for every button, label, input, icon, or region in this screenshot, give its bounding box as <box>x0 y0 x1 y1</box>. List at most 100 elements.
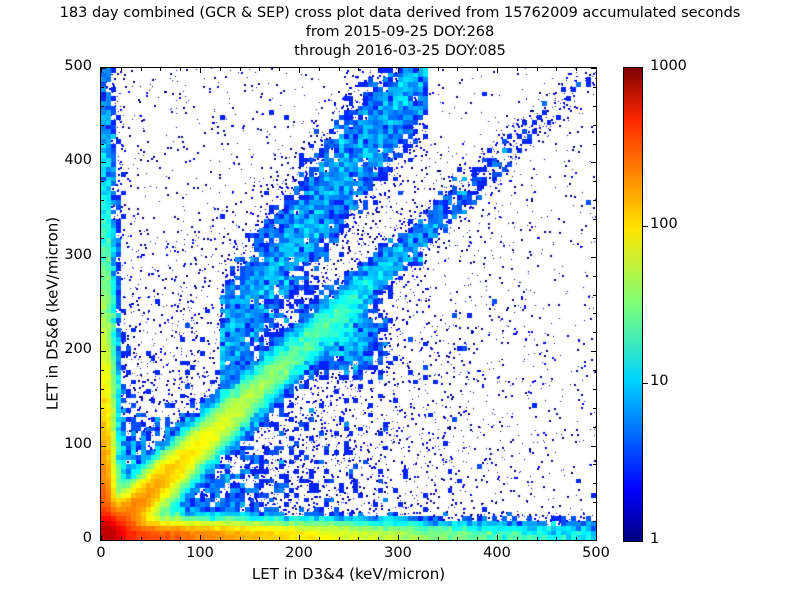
y-axis-minor-tick-right <box>593 464 596 465</box>
x-axis-minor-tick-top <box>576 68 577 71</box>
y-axis-minor-tick <box>101 106 104 107</box>
y-axis-tick-label: 0 <box>82 530 92 546</box>
x-axis-major-tick-top <box>200 68 201 73</box>
x-axis-tick-label: 0 <box>96 545 106 561</box>
x-axis-minor-tick-top <box>121 68 122 71</box>
colorbar <box>623 67 643 542</box>
y-axis-minor-tick-right <box>593 276 596 277</box>
y-axis-minor-tick-right <box>593 125 596 126</box>
y-axis-minor-tick <box>101 295 104 296</box>
x-axis-minor-tick-top <box>378 68 379 71</box>
y-axis-minor-tick <box>101 389 104 390</box>
colorbar-tick <box>643 226 648 227</box>
y-axis-minor-tick <box>101 483 104 484</box>
x-axis-minor-tick <box>457 537 458 540</box>
x-axis-major-tick-top <box>101 68 102 73</box>
y-axis-minor-tick-right <box>593 521 596 522</box>
y-axis-major-tick <box>101 68 106 69</box>
x-axis-minor-tick-top <box>259 68 260 71</box>
y-axis-minor-tick-right <box>593 181 596 182</box>
x-axis-minor-tick <box>259 537 260 540</box>
colorbar-gradient <box>624 68 642 541</box>
y-axis-minor-tick <box>101 370 104 371</box>
x-axis-minor-tick <box>438 537 439 540</box>
y-axis-minor-tick <box>101 181 104 182</box>
y-axis-major-tick <box>101 257 106 258</box>
x-axis-minor-tick <box>160 537 161 540</box>
y-axis-tick-label: 400 <box>64 152 92 169</box>
x-axis-minor-tick-top <box>240 68 241 71</box>
x-axis-label: LET in D3&4 (keV/micron) <box>251 565 446 583</box>
x-axis-minor-tick-top <box>517 68 518 71</box>
x-axis-minor-tick-top <box>358 68 359 71</box>
x-axis-major-tick <box>398 535 399 540</box>
colorbar-tick-label: 1000 <box>650 58 687 74</box>
y-axis-minor-tick-right <box>593 295 596 296</box>
y-axis-minor-tick <box>101 125 104 126</box>
y-axis-minor-tick <box>101 276 104 277</box>
x-axis-minor-tick-top <box>319 68 320 71</box>
x-axis-minor-tick <box>180 537 181 540</box>
x-axis-minor-tick <box>537 537 538 540</box>
y-axis-major-tick-right <box>591 540 596 541</box>
x-axis-minor-tick-top <box>438 68 439 71</box>
x-axis-minor-tick-top <box>220 68 221 71</box>
chart-title-line-3: through 2016-03-25 DOY:085 <box>294 43 506 59</box>
y-axis-major-tick-right <box>591 68 596 69</box>
x-axis-minor-tick <box>141 537 142 540</box>
x-axis-minor-tick <box>378 537 379 540</box>
x-axis-minor-tick <box>576 537 577 540</box>
y-axis-minor-tick-right <box>593 370 596 371</box>
x-axis-tick-label: 200 <box>285 545 313 561</box>
y-axis-minor-tick <box>101 521 104 522</box>
y-axis-minor-tick-right <box>593 332 596 333</box>
y-axis-minor-tick-right <box>593 144 596 145</box>
x-axis-tick-label: 300 <box>384 545 412 561</box>
y-axis-major-tick <box>101 351 106 352</box>
x-axis-minor-tick <box>556 537 557 540</box>
x-axis-major-tick <box>200 535 201 540</box>
y-axis-minor-tick <box>101 332 104 333</box>
y-axis-minor-tick-right <box>593 389 596 390</box>
y-axis-label-wrapper: LET in D5&6 (keV/micron) <box>43 77 62 551</box>
x-axis-major-tick <box>101 535 102 540</box>
x-axis-minor-tick-top <box>418 68 419 71</box>
y-axis-minor-tick-right <box>593 200 596 201</box>
heatmap-scatter-layer <box>101 68 596 540</box>
y-axis-minor-tick-right <box>593 106 596 107</box>
y-axis-minor-tick <box>101 219 104 220</box>
y-axis-minor-tick <box>101 200 104 201</box>
x-axis-major-tick <box>497 535 498 540</box>
x-axis-minor-tick <box>358 537 359 540</box>
x-axis-minor-tick <box>339 537 340 540</box>
colorbar-tick <box>643 383 648 384</box>
y-axis-tick-label: 500 <box>64 58 92 74</box>
x-axis-minor-tick-top <box>537 68 538 71</box>
x-axis-minor-tick-top <box>339 68 340 71</box>
y-axis-minor-tick <box>101 144 104 145</box>
x-axis-minor-tick <box>418 537 419 540</box>
colorbar-tick-label: 10 <box>650 373 669 390</box>
y-axis-major-tick-right <box>591 351 596 352</box>
chart-title-line-2: from 2015-09-25 DOY:268 <box>305 24 495 40</box>
y-axis-minor-tick <box>101 502 104 503</box>
y-axis-major-tick <box>101 446 106 447</box>
y-axis-label: LET in D5&6 (keV/micron) <box>43 216 62 411</box>
x-axis-major-tick-top <box>299 68 300 73</box>
y-axis-minor-tick-right <box>593 408 596 409</box>
x-axis-minor-tick <box>319 537 320 540</box>
x-axis-minor-tick-top <box>556 68 557 71</box>
y-axis-minor-tick <box>101 408 104 409</box>
y-axis-tick-label: 200 <box>64 341 92 358</box>
plot-area <box>100 67 597 541</box>
chart-title: 183 day combined (GCR & SEP) cross plot … <box>0 4 800 61</box>
colorbar-tick-label: 1 <box>650 531 660 547</box>
x-axis-minor-tick-top <box>477 68 478 71</box>
x-axis-major-tick <box>596 535 597 540</box>
y-axis-tick-label: 100 <box>64 435 92 452</box>
x-axis-minor-tick <box>477 537 478 540</box>
x-axis-minor-tick <box>517 537 518 540</box>
x-axis-tick-label: 400 <box>483 545 511 561</box>
x-axis-minor-tick <box>220 537 221 540</box>
